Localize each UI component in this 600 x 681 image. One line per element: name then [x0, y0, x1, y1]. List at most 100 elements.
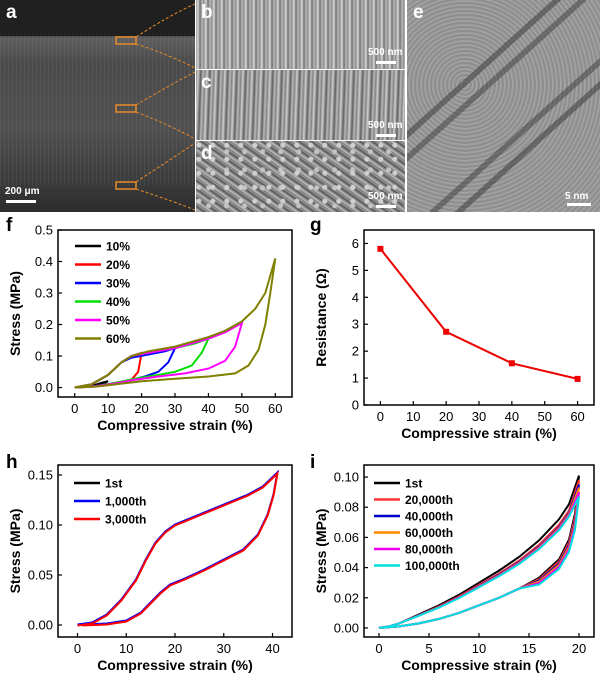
- chart-h-cycle-stress: 0 10 20 30 40 0.00 0.05 0.10 0.15 Compressive str…: [7, 464, 293, 673]
- data-point: [377, 245, 384, 252]
- zoom-line-d: [135, 142, 195, 211]
- legend-label: 1st: [105, 477, 122, 491]
- x-tick-label: 50: [537, 409, 551, 424]
- y-tick-label: 0.4: [35, 254, 53, 269]
- x-tick-label: 20: [572, 641, 586, 656]
- panel-label-e: e: [413, 2, 424, 23]
- series-loop-40pct: [74, 336, 211, 389]
- y-tick-label: 2: [352, 344, 359, 359]
- legend-label: 100,000th: [405, 559, 460, 573]
- legend-label: 60%: [106, 332, 130, 346]
- legend-label: 1,000th: [105, 495, 146, 509]
- panel-label-c: c: [201, 72, 212, 93]
- scale-bar-c: [376, 134, 396, 137]
- y-tick-label: 0.05: [28, 568, 53, 583]
- scale-label-a: 200 μm: [5, 186, 40, 197]
- y-tick-label: 0.2: [35, 317, 53, 332]
- x-tick-label: 10: [472, 641, 486, 656]
- y-tick-label: 0.06: [334, 530, 359, 545]
- x-axis-label: Compressive strain (%): [97, 417, 253, 433]
- sem-substrate-band: [0, 0, 195, 36]
- y-tick-label: 4: [352, 290, 359, 305]
- x-tick-label: 5: [425, 641, 432, 656]
- series-loop-60pct: [74, 258, 277, 389]
- x-tick-label: 0: [74, 641, 81, 656]
- y-tick-label: 0.1: [35, 349, 53, 364]
- sem-image-d: d 500 nm: [196, 141, 405, 212]
- y-tick-label: 1: [352, 371, 359, 386]
- zoom-guides: [115, 3, 195, 211]
- chart-i-fatigue-stress: 0 5 10 15 20 0.00 0.02 0.04 0.06 0.08 0.10 Compress…: [313, 464, 595, 673]
- resistance-line: [379, 248, 578, 380]
- legend-label: 20,000th: [405, 493, 453, 507]
- x-axis-label: Compressive strain (%): [401, 657, 557, 673]
- data-point: [574, 375, 581, 382]
- y-tick-label: 0.02: [334, 590, 359, 605]
- scale-label-e: 5 nm: [565, 191, 589, 202]
- plot-frame: [363, 229, 595, 406]
- y-tick-label: 0.04: [334, 560, 359, 575]
- scale-bar-e: [567, 203, 591, 206]
- x-tick-label: 30: [168, 401, 182, 416]
- panel-label-b: b: [201, 2, 213, 23]
- zoom-line-b: [135, 3, 195, 69]
- zoom-box-middle: [115, 104, 137, 113]
- y-tick-label: 0.10: [334, 470, 359, 485]
- scale-bar-d: [376, 205, 396, 208]
- chart-f-stress-strain: 0 10 20 30 40 50 60 0.0 0.1 0.2 0.3 0.4 0.5 Compressi…: [7, 223, 293, 433]
- legend-label: 10%: [106, 240, 130, 254]
- panel-label-g: g: [310, 215, 322, 236]
- x-tick-label: 30: [472, 409, 486, 424]
- legend-label: 50%: [106, 314, 130, 328]
- y-tick-label: 0: [352, 398, 359, 413]
- x-tick-label: 40: [505, 409, 519, 424]
- data-point: [443, 328, 450, 335]
- legend-label: 1st: [405, 477, 422, 491]
- sem-image-b: b 500 nm: [196, 0, 405, 69]
- fatigue-loop: [378, 496, 580, 629]
- x-tick-label: 60: [268, 401, 282, 416]
- panel-label-h: h: [6, 452, 18, 473]
- zoom-box-bottom: [115, 181, 137, 190]
- legend-label: 40,000th: [405, 510, 453, 524]
- chart-g-resistance: 0 10 20 30 40 50 60 0 1 2 3 4 5 6 Compressive strain (…: [313, 229, 595, 441]
- x-tick-label: 10: [101, 401, 115, 416]
- scale-label-c: 500 nm: [368, 120, 403, 131]
- y-tick-label: 6: [352, 236, 359, 251]
- x-axis-label: Compressive strain (%): [401, 425, 557, 441]
- y-tick-label: 0.08: [334, 500, 359, 515]
- x-tick-label: 60: [570, 409, 584, 424]
- sem-image-a: a 200 μm: [0, 0, 195, 212]
- y-axis-label: Stress (MPa): [7, 271, 23, 356]
- y-tick-label: 0.00: [28, 618, 53, 633]
- y-axis-label: Resistance (Ω): [313, 268, 329, 366]
- x-tick-label: 40: [201, 401, 215, 416]
- y-axis-label: Stress (MPa): [7, 509, 23, 594]
- data-point: [508, 360, 515, 367]
- zoom-line-c: [135, 71, 195, 140]
- y-tick-label: 0.3: [35, 286, 53, 301]
- legend-label: 60,000th: [405, 526, 453, 540]
- y-tick-label: 0.0: [35, 380, 53, 395]
- y-axis-label: Stress (MPa): [313, 509, 329, 594]
- x-tick-label: 0: [375, 641, 382, 656]
- x-tick-label: 20: [439, 409, 453, 424]
- y-tick-label: 0.10: [28, 518, 53, 533]
- y-tick-label: 0.5: [35, 223, 53, 238]
- x-tick-label: 30: [217, 641, 231, 656]
- sem-image-c: c 500 nm: [196, 70, 405, 140]
- x-axis-label: Compressive strain (%): [97, 657, 253, 673]
- y-tick-label: 5: [352, 263, 359, 278]
- x-tick-label: 20: [134, 401, 148, 416]
- cycle-loop: [77, 470, 279, 627]
- y-tick-label: 0.15: [28, 468, 53, 483]
- x-tick-label: 10: [119, 641, 133, 656]
- scale-label-b: 500 nm: [368, 47, 403, 58]
- y-tick-label: 3: [352, 317, 359, 332]
- x-tick-label: 20: [168, 641, 182, 656]
- y-tick-label: 0.00: [334, 620, 359, 635]
- x-tick-label: 15: [522, 641, 536, 656]
- panel-label-a: a: [6, 2, 17, 23]
- x-tick-label: 10: [406, 409, 420, 424]
- legend-label: 20%: [106, 258, 130, 272]
